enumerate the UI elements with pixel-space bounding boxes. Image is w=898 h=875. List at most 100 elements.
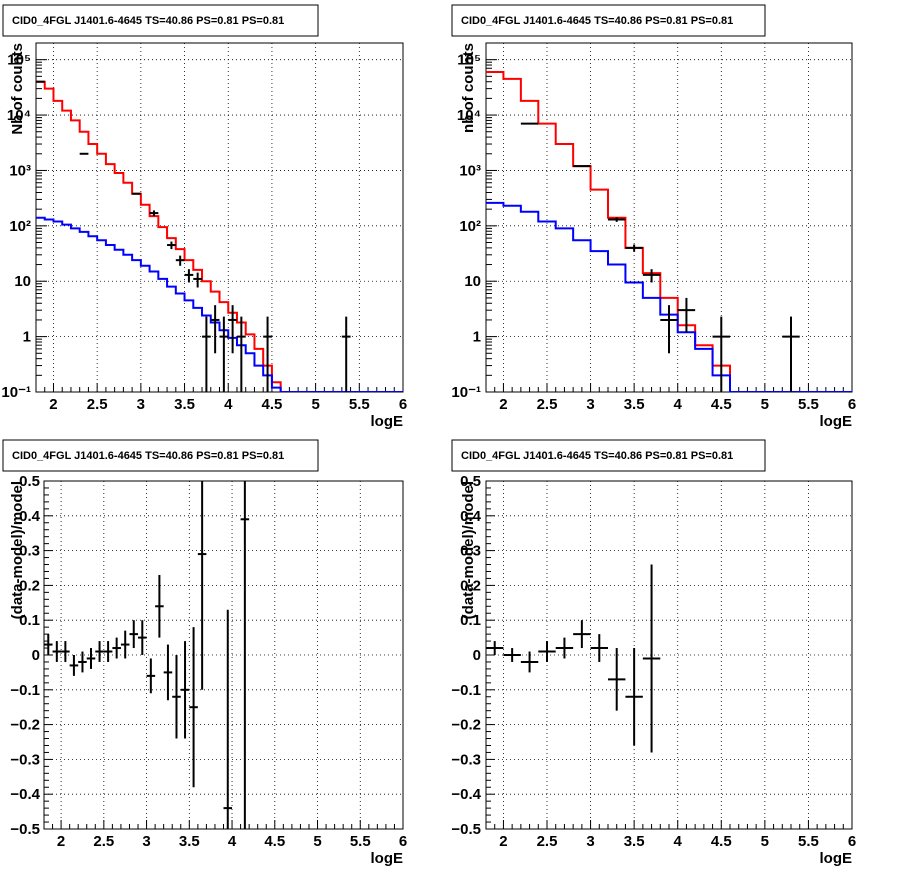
x-axis: 2 2.5 3 3.5 4 4.5 5 5.5 6 [43,820,407,850]
x-tick-label: 3 [137,396,145,413]
y-tick-label: −0.1 [451,682,481,699]
x-tick-label: 2 [499,833,507,850]
y-tick-label: 10 [14,273,31,290]
data-point [341,316,351,392]
y-tick-label: 0.2 [19,577,40,594]
residual-point [129,620,139,649]
chart-title-frame [451,4,766,37]
data-point [782,316,800,392]
x-tick-label: 4.5 [711,833,732,850]
x-tick-label: 3.5 [174,396,195,413]
plot-area [36,80,403,392]
chart-title: CID0_4FGL J1401.6-4645 TS=40.86 PS=0.81 … [12,15,284,27]
data-point [175,255,185,266]
residual-point [78,651,87,673]
residual-point [138,620,147,655]
residual-point [538,641,556,662]
y-tick-label: 1 [473,329,481,346]
residual-point [240,481,250,829]
residual-point [189,627,198,788]
chart-panel-top-right: CID0_4FGL J1401.6-4645 TS=40.86 PS=0.81 … [451,4,856,430]
x-tick-label: 3.5 [179,833,200,850]
y-tick-label: 0.4 [19,508,41,525]
residual-point [520,651,539,673]
x-axis-label: logE [820,850,853,867]
data-point [677,297,696,333]
chart-title-box: CID0_4FGL J1401.6-4645 TS=40.86 PS=0.81 … [451,439,766,472]
residual-point [555,637,574,659]
data-point [149,210,159,217]
x-tick-label: 2.5 [537,833,558,850]
data-point [642,269,661,283]
data-point [625,244,643,252]
y-tick-label: −0.4 [451,786,481,803]
y-tick-label: 0.3 [460,543,481,560]
x-tick-label: 4.5 [264,833,285,850]
residual-point [608,648,626,711]
x-axis-label: logE [371,413,404,430]
data-point [263,316,272,392]
y-axis-label: nb of counts [460,43,477,133]
x-tick-label: 5 [761,833,769,850]
x-tick-label: 3 [586,396,594,413]
y-tick-label: −0.1 [10,682,40,699]
chart-title: CID0_4FGL J1401.6-4645 TS=40.86 PS=0.81 … [12,450,284,462]
data-point [608,217,626,222]
x-tick-label: 3 [586,833,594,850]
residual-point [61,641,70,662]
x-tick-label: 5 [311,396,319,413]
data-point [210,305,220,354]
y-tick-label: 0.2 [460,577,481,594]
data-point [184,269,194,283]
x-tick-label: 4 [674,396,683,413]
y-axis: −0.5 −0.4 −0.3 −0.2 −0.1 0 0.1 0.2 0.3 0.4 0.5 [10,473,53,838]
y-tick-label: 10³ [9,162,31,179]
x-tick-label: 6 [848,833,856,850]
y-axis-label: (data-model)/model [9,481,26,619]
y-tick-label: 10² [9,218,31,235]
x-tick-label: 4 [674,833,683,850]
residual-point [486,641,504,655]
x-axis-label: logE [371,850,404,867]
y-tick-label: 0 [32,647,40,664]
y-tick-label: 10⁴ [457,107,481,124]
y-axis-label: Nb of counts [9,43,26,135]
residual-point [625,648,643,746]
residual-point [197,481,207,690]
y-tick-label: −0.3 [451,751,481,768]
x-tick-label: 4.5 [261,396,282,413]
residual-point [180,641,190,739]
x-tick-label: 5 [761,396,769,413]
chart-panel-top-left: CID0_4FGL J1401.6-4645 TS=40.86 PS=0.81 … [1,4,407,430]
x-tick-label: 5.5 [798,833,819,850]
y-tick-label: 1 [23,329,31,346]
y-axis: −0.5 −0.4 −0.3 −0.2 −0.1 0 0.1 0.2 0.3 0.4 0.5 [451,473,495,838]
x-tick-label: 5 [313,833,321,850]
plot-frame [35,42,404,393]
x-tick-label: 3.5 [624,833,645,850]
histogram-series-0 [36,80,403,392]
y-tick-label: −0.3 [10,751,40,768]
chart-title-box: CID0_4FGL J1401.6-4645 TS=40.86 PS=0.81 … [451,4,766,37]
plot-frame [43,480,404,830]
x-tick-label: 5.5 [798,396,819,413]
data-point [712,316,730,392]
y-tick-label: 10⁻¹ [1,384,31,401]
y-tick-label: 0.4 [460,508,482,525]
chart-title: CID0_4FGL J1401.6-4645 TS=40.86 PS=0.81 … [461,15,733,27]
chart-title-box: CID0_4FGL J1401.6-4645 TS=40.86 PS=0.81 … [2,439,319,472]
y-axis: 10⁻¹ 1 10 10² 10³ 10⁴ 10⁵ [451,42,497,401]
data-point [202,316,211,392]
y-tick-label: −0.2 [10,717,40,734]
residual-point [44,634,53,655]
residual-point [86,648,96,669]
x-tick-label: 3.5 [624,396,645,413]
y-tick-label: 10³ [459,162,481,179]
chart-title-frame [2,4,319,37]
x-tick-label: 3 [142,833,150,850]
plot-frame [485,480,853,830]
y-tick-label: 10⁻¹ [451,384,481,401]
residual-point [95,641,104,662]
x-tick-label: 5.5 [349,396,370,413]
residual-point [103,641,113,662]
